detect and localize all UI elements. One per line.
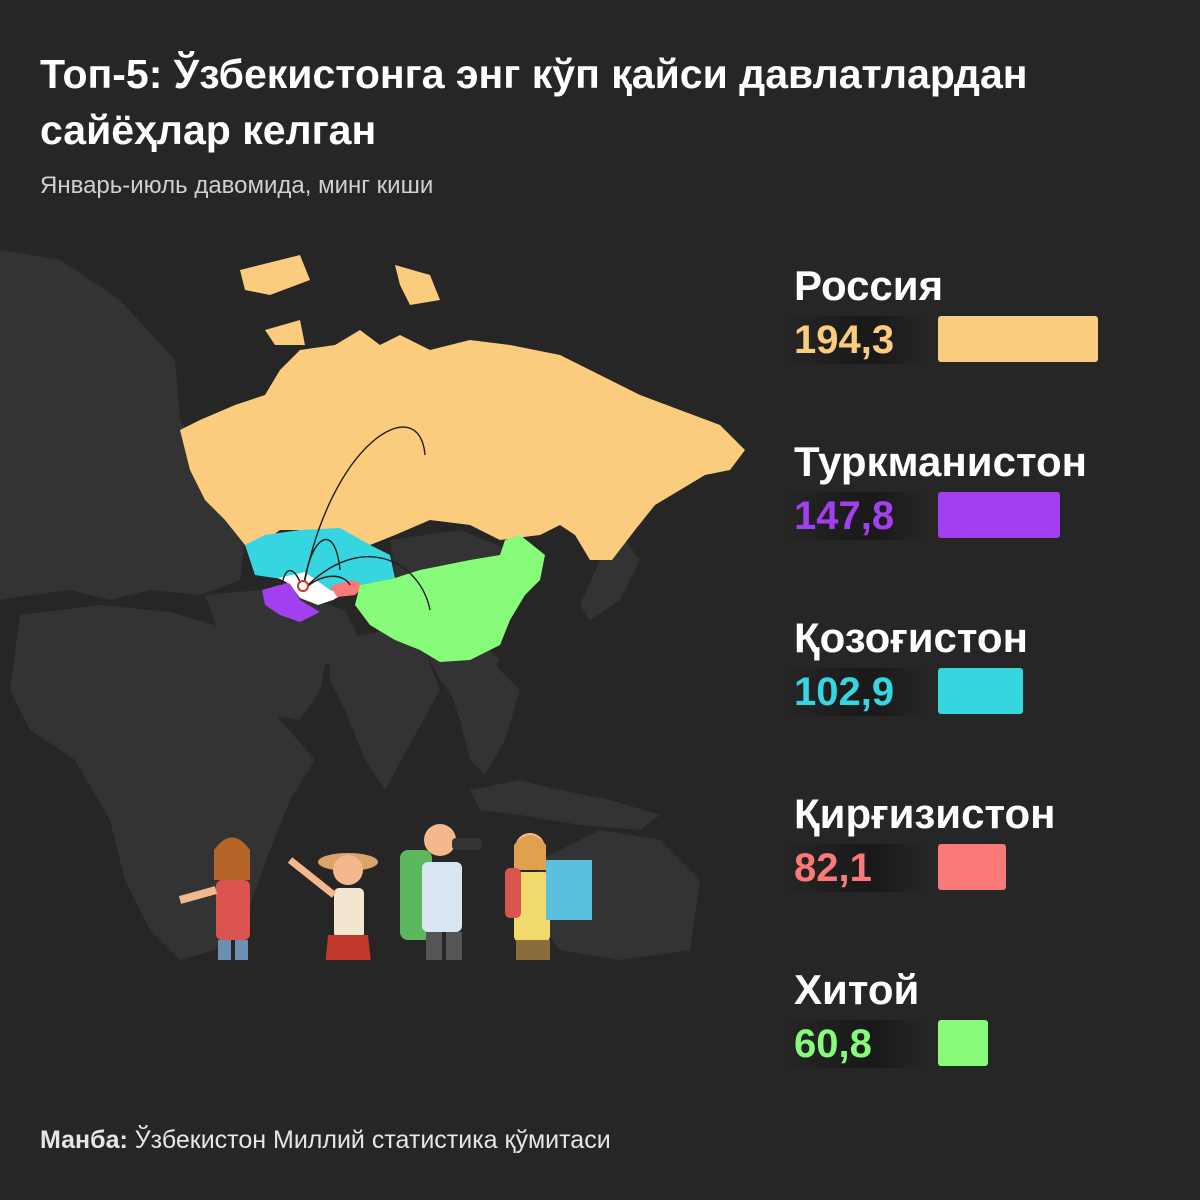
kazakhstan-region — [245, 528, 395, 590]
bar — [938, 668, 1023, 714]
kyrgyzstan-region — [330, 580, 365, 597]
uzbekistan-region — [278, 572, 345, 605]
land-japan — [580, 540, 640, 620]
source-note: Манба: Ўзбекистон Миллий статистика қўми… — [40, 1126, 611, 1155]
bar — [938, 316, 1098, 362]
source-text: Ўзбекистон Миллий статистика қўмитаси — [134, 1126, 611, 1154]
russia-region — [180, 330, 745, 560]
country-label: Россия — [794, 262, 944, 309]
land-indonesia — [470, 780, 660, 830]
value-label: 60,8 — [794, 1022, 872, 1066]
country-entry: Туркманистон 147,8 — [780, 438, 1174, 558]
traveller-hat — [287, 853, 378, 960]
uzbekistan-pin — [297, 580, 309, 592]
land-india — [330, 630, 440, 790]
chart-subtitle: Январь-июль давомида, минг киши — [40, 172, 434, 199]
country-label: Қирғизистон — [794, 790, 1056, 837]
russia-islands — [240, 255, 440, 345]
land-scandinavia — [90, 340, 178, 475]
traveller-map — [505, 833, 592, 960]
china-region — [355, 535, 545, 662]
turkmenistan-region — [262, 582, 320, 622]
source-label: Манба: — [40, 1126, 128, 1154]
land-indochina — [450, 665, 520, 775]
arc-kazakhstan — [302, 538, 341, 591]
world-map-svg — [0, 250, 745, 960]
arc-china — [302, 556, 431, 611]
country-label: Туркманистон — [794, 438, 1087, 485]
value-label: 147,8 — [794, 494, 895, 538]
bar — [938, 492, 1060, 538]
world-map — [0, 240, 780, 960]
value-backdrop — [780, 844, 930, 892]
value-backdrop — [780, 316, 930, 364]
value-label: 102,9 — [794, 670, 895, 714]
country-label: Қозоғистон — [794, 614, 1028, 661]
chart-title: Топ-5: Ўзбекистонга энг кўп қайси давлат… — [40, 51, 1028, 153]
value-label: 194,3 — [794, 318, 895, 362]
traveller-waving — [178, 837, 260, 960]
country-label: Хитой — [794, 966, 920, 1013]
country-entry: Қирғизистон 82,1 — [780, 790, 1174, 910]
bar — [938, 1020, 988, 1066]
country-entry: Хитой 60,8 — [780, 966, 1174, 1086]
bar — [938, 844, 1006, 890]
value-label: 82,1 — [794, 846, 872, 890]
country-entry: Қозоғистон 102,9 — [780, 614, 1174, 734]
value-backdrop — [780, 668, 930, 716]
travellers-illustration — [178, 824, 592, 960]
country-entry: Россия 194,3 — [780, 262, 1174, 382]
traveller-binoculars — [400, 824, 482, 960]
value-backdrop — [780, 492, 930, 540]
value-backdrop — [780, 1020, 930, 1068]
arc-russia — [302, 426, 426, 591]
